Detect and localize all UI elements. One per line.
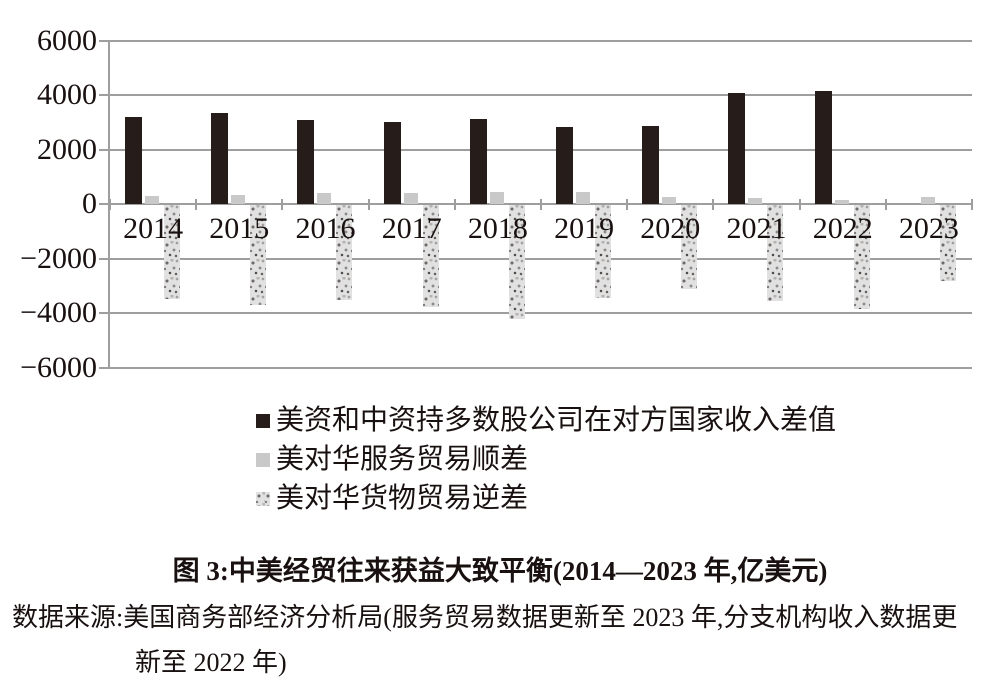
x-tick-label: 2018 (467, 212, 528, 245)
y-axis-tick (99, 257, 110, 260)
legend: 美资和中资持多数股公司在对方国家收入差值 美对华服务贸易顺差 美对华货物贸易逆差 (256, 401, 836, 518)
category-tick (712, 199, 715, 210)
bar (422, 205, 439, 308)
grid-line (110, 94, 972, 96)
category-tick (884, 199, 887, 210)
category-tick (626, 199, 629, 210)
category-tick (109, 199, 111, 210)
bar (595, 205, 611, 299)
bar (814, 91, 832, 204)
bar (469, 118, 487, 204)
category-tick (971, 199, 973, 210)
grid-line (110, 39, 972, 42)
category-tick (195, 199, 198, 210)
bar (145, 196, 159, 204)
y-tick-label: 4000 (37, 78, 97, 111)
bar (250, 205, 267, 305)
bar (662, 196, 677, 204)
bar (403, 193, 418, 204)
bar (681, 205, 698, 290)
y-tick-label: 6000 (37, 23, 97, 57)
grid-line (110, 312, 972, 314)
bar (642, 126, 660, 204)
bar (508, 205, 525, 319)
bar (231, 195, 246, 204)
bar (767, 205, 784, 302)
x-tick-label: 2023 (898, 212, 959, 245)
legend-label-goods-deficit: 美对华货物贸易逆差 (276, 482, 529, 514)
y-tick-label: −4000 (20, 296, 97, 329)
category-tick (367, 199, 370, 210)
category-tick (798, 199, 801, 210)
bar (576, 192, 590, 204)
x-tick-label: 2016 (295, 212, 356, 245)
legend-item-goods-deficit: 美对华货物贸易逆差 (256, 479, 836, 518)
bar (317, 193, 332, 204)
y-tick-label: −2000 (20, 241, 97, 275)
category-tick (540, 199, 542, 210)
grid-line (110, 148, 972, 151)
bar (556, 127, 573, 204)
x-tick-label: 2020 (640, 212, 701, 245)
legend-swatch-black-icon (256, 413, 270, 428)
y-tick-label: −6000 (20, 350, 97, 384)
bar (383, 122, 401, 204)
bar (336, 205, 353, 300)
category-tick (453, 199, 456, 210)
x-tick-label: 2015 (209, 212, 270, 245)
y-axis-tick (99, 39, 110, 42)
category-tick (281, 199, 284, 210)
data-source-line1: 数据来源:美国商务部经济分析局(服务贸易数据更新至 2023 年,分支机构收入数… (12, 603, 958, 632)
legend-item-services-surplus: 美对华服务贸易顺差 (256, 440, 836, 479)
bar (939, 205, 956, 282)
x-tick-label: 2017 (381, 212, 442, 245)
legend-swatch-textured-icon (256, 491, 270, 506)
y-axis-tick (99, 148, 110, 151)
grid-line (110, 366, 972, 369)
bar (834, 200, 849, 204)
legend-label-services-surplus: 美对华服务贸易顺差 (276, 443, 529, 475)
x-tick-label: 2022 (812, 212, 873, 245)
x-tick-label: 2014 (123, 212, 184, 245)
bar (211, 112, 229, 204)
grid-line (110, 257, 972, 260)
y-tick-label: 2000 (37, 132, 97, 166)
bar (748, 198, 763, 204)
y-axis-tick (99, 366, 110, 369)
figure-caption: 图 3:中美经贸往来获益大致平衡(2014—2023 年,亿美元) (172, 556, 828, 586)
x-tick-label: 2019 (554, 212, 615, 245)
y-tick-label: 0 (82, 187, 97, 220)
legend-label-income-diff: 美资和中资持多数股公司在对方国家收入差值 (276, 404, 837, 436)
bar (920, 197, 935, 204)
bar (853, 205, 870, 310)
bar (728, 92, 746, 204)
bar (125, 116, 142, 204)
bar (164, 205, 180, 299)
bar (297, 119, 315, 204)
y-axis-tick (99, 312, 110, 314)
bar (489, 192, 504, 204)
legend-item-income-diff: 美资和中资持多数股公司在对方国家收入差值 (256, 401, 836, 440)
legend-swatch-gray-icon (256, 452, 270, 467)
x-tick-label: 2021 (726, 212, 787, 245)
y-axis-tick (99, 203, 110, 205)
data-source-line2: 新至 2022 年) (135, 648, 287, 677)
y-axis-tick (99, 94, 110, 96)
